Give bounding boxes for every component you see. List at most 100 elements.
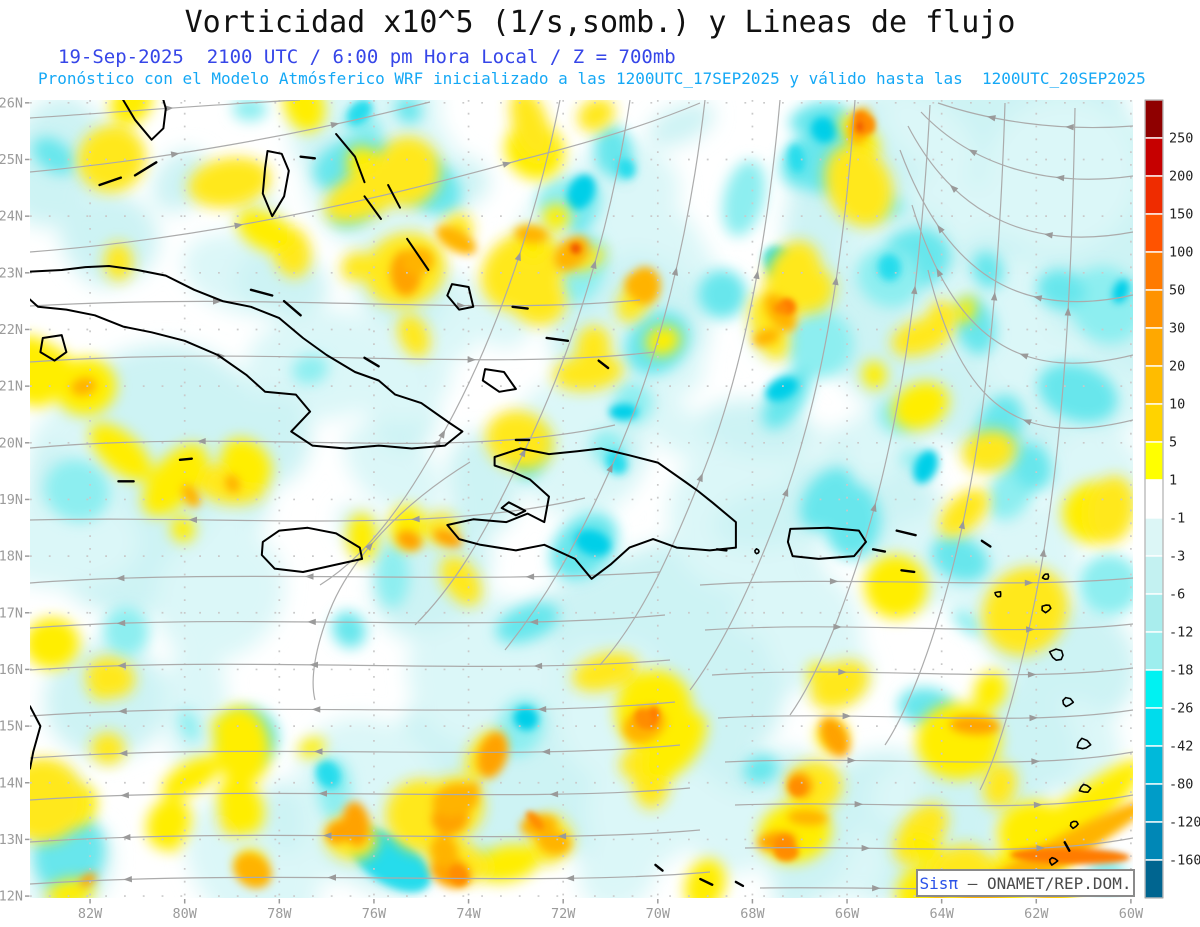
colorbar-label: -26 xyxy=(1169,701,1193,717)
colorbar-segment xyxy=(1144,707,1164,747)
colorbar-segment xyxy=(1144,517,1164,557)
colorbar-segment xyxy=(1144,821,1164,861)
lon-label-64W: 64W xyxy=(929,906,954,922)
island-aruba xyxy=(654,863,664,872)
island-barbuda xyxy=(1041,573,1050,580)
map-subtitle: 19-Sep-2025 2100 UTC / 6:00 pm Hora Loca… xyxy=(58,46,676,68)
watermark-brand: Sisπ xyxy=(919,873,959,893)
lat-label-21N: 21N xyxy=(0,379,23,395)
colorbar-segment xyxy=(1144,441,1164,481)
lat-label-12N: 12N xyxy=(0,889,23,905)
lon-label-68W: 68W xyxy=(740,906,765,922)
vorticity-field xyxy=(30,100,1133,898)
lat-label-16N: 16N xyxy=(0,662,23,678)
lat-label-17N: 17N xyxy=(0,605,23,621)
lat-label-19N: 19N xyxy=(0,492,23,508)
colorbar-label: -80 xyxy=(1169,777,1193,793)
colorbar-segment xyxy=(1144,99,1164,139)
lat-label-25N: 25N xyxy=(0,152,23,168)
lat-label-24N: 24N xyxy=(0,209,23,225)
coast-eleuthera xyxy=(335,133,366,184)
colorbar-label: -1 xyxy=(1169,511,1185,527)
island-guadeloupe xyxy=(1048,648,1064,661)
lon-label-80W: 80W xyxy=(173,906,198,922)
map-title: Vorticidad x10^5 (1/s,somb.) y Lineas de… xyxy=(184,5,1016,40)
colorbar-label: 50 xyxy=(1169,283,1185,299)
colorbar-label: 20 xyxy=(1169,359,1185,375)
colorbar-label: -42 xyxy=(1169,739,1193,755)
colorbar-label: 250 xyxy=(1169,131,1193,147)
lat-label-20N: 20N xyxy=(0,435,23,451)
island-dominica xyxy=(1062,696,1075,708)
forecast-validity-line: Pronóstico con el Modelo Atmósferico WRF… xyxy=(38,69,1146,88)
coastlines xyxy=(30,100,1092,888)
island-mona xyxy=(754,548,760,555)
coast-crooked-acklins xyxy=(446,283,475,311)
colorbar-label: 150 xyxy=(1169,207,1193,223)
colorbar-label: 30 xyxy=(1169,321,1185,337)
colorbar-label: -6 xyxy=(1169,587,1185,603)
colorbar-label: -12 xyxy=(1169,625,1193,641)
lon-label-76W: 76W xyxy=(362,906,387,922)
colorbar-label: 10 xyxy=(1169,397,1185,413)
colorbar-segment xyxy=(1144,593,1164,633)
island-keys-west xyxy=(98,176,123,187)
island-cuba-cays-3 xyxy=(363,356,380,368)
island-st-kitts xyxy=(994,591,1002,598)
lat-label-26N: 26N xyxy=(0,95,23,111)
island-antigua xyxy=(1041,604,1052,614)
island-keys-east xyxy=(133,161,158,177)
lon-label-78W: 78W xyxy=(267,906,292,922)
coast-florida-tip xyxy=(122,100,167,141)
coast-jamaica xyxy=(260,526,364,573)
lat-label-14N: 14N xyxy=(0,775,23,791)
colorbar-label: -160 xyxy=(1169,853,1200,869)
coast-great-inagua xyxy=(481,368,517,393)
coast-puerto-rico xyxy=(786,526,867,560)
lon-label-70W: 70W xyxy=(646,906,671,922)
coast-cat-island xyxy=(387,184,401,209)
colorbar-segment xyxy=(1144,213,1164,253)
colorbar-segment xyxy=(1144,745,1164,785)
lon-label-62W: 62W xyxy=(1024,906,1049,922)
colorbar-label: 1 xyxy=(1169,473,1177,489)
lat-label-15N: 15N xyxy=(0,719,23,735)
colorbar-label: -18 xyxy=(1169,663,1193,679)
island-curacao xyxy=(699,877,714,886)
colorbar-segment xyxy=(1144,555,1164,595)
streamlines xyxy=(30,100,1133,892)
island-vieques xyxy=(871,548,887,553)
island-new-providence xyxy=(299,155,317,160)
colorbar-segment xyxy=(1144,289,1164,329)
lon-label-72W: 72W xyxy=(551,906,576,922)
island-st-vincent xyxy=(1069,820,1079,830)
island-grenada xyxy=(1049,856,1059,866)
watermark-org: – ONAMET/REP.DOM. xyxy=(958,873,1132,893)
colorbar-segment xyxy=(1144,859,1164,899)
island-turks xyxy=(597,359,610,370)
coast-gonave xyxy=(500,501,527,517)
coast-andros xyxy=(261,150,290,218)
colorbar-segment xyxy=(1144,251,1164,291)
coast-exuma xyxy=(363,195,382,220)
island-virgin-islands xyxy=(895,529,917,537)
lon-label-74W: 74W xyxy=(456,906,481,922)
colorbar-segment xyxy=(1144,403,1164,443)
lon-label-82W: 82W xyxy=(78,906,103,922)
colorbar-segment xyxy=(1144,327,1164,367)
lat-label-13N: 13N xyxy=(0,832,23,848)
lat-label-18N: 18N xyxy=(0,549,23,565)
lon-label-60W: 60W xyxy=(1119,906,1144,922)
coast-hispaniola xyxy=(446,447,737,580)
island-saona xyxy=(715,548,728,552)
coast-isla-juventud xyxy=(39,334,68,362)
island-martinique xyxy=(1076,737,1092,750)
island-st-croix xyxy=(900,569,916,574)
colorbar-segment xyxy=(1144,175,1164,215)
island-mayaguana xyxy=(511,305,529,310)
island-caicos xyxy=(545,336,570,343)
island-cuba-cays-2 xyxy=(282,299,302,317)
colorbar-segment xyxy=(1144,631,1164,671)
island-bonaire xyxy=(734,880,745,888)
